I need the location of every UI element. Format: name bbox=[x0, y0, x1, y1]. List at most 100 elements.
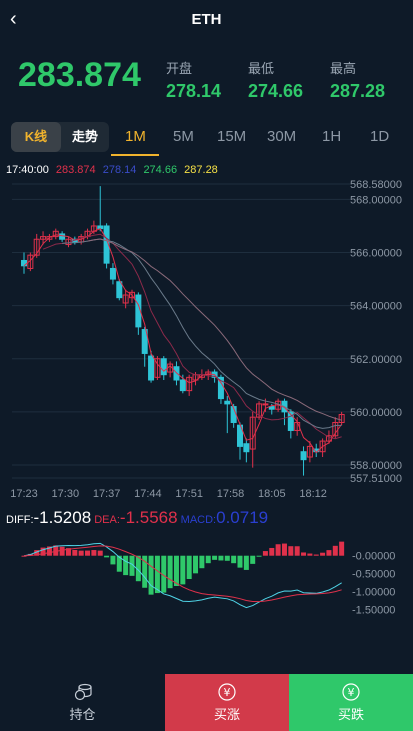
macd-bar bbox=[237, 555, 243, 568]
high-label: 最高 bbox=[330, 61, 357, 76]
macd-bar bbox=[250, 555, 256, 564]
macd-bar bbox=[135, 555, 141, 582]
macd-bar bbox=[91, 550, 97, 556]
macd-bar bbox=[110, 555, 116, 565]
candle-value-2: 278.14 bbox=[102, 164, 137, 176]
candle-body bbox=[33, 238, 40, 256]
macd-bar bbox=[154, 555, 160, 594]
macd-bar bbox=[193, 555, 199, 574]
macd-bar bbox=[205, 555, 211, 564]
macd-bar bbox=[262, 551, 268, 556]
price-tick-label: 568.00000 bbox=[350, 194, 402, 206]
hold-button[interactable]: 持仓 bbox=[0, 674, 165, 731]
diff-label: DIFF: bbox=[6, 514, 34, 526]
macd-tick-label: -1.50000 bbox=[352, 604, 395, 616]
candle-body bbox=[338, 414, 345, 423]
time-tick-label: 17:23 bbox=[10, 488, 38, 500]
candle-body bbox=[300, 451, 307, 461]
candle-value-3: 274.66 bbox=[143, 164, 178, 176]
chevron-left-icon[interactable]: ‹ bbox=[10, 8, 17, 30]
macd-bar bbox=[224, 555, 230, 561]
macd-bar bbox=[186, 555, 192, 580]
price-tick-label: 562.00000 bbox=[350, 354, 402, 366]
macd-bar bbox=[116, 555, 122, 572]
time-tick-label: 17:44 bbox=[134, 488, 162, 500]
candle-value-4: 287.28 bbox=[184, 164, 218, 176]
high-stat: 最高 287.28 bbox=[330, 58, 385, 102]
kline-chart[interactable]: 568.58000 568.00000 566.00000 564.00000 562.… bbox=[0, 0, 413, 674]
buy-up-button[interactable]: ¥ 买涨 bbox=[165, 674, 289, 731]
macd-bar bbox=[129, 555, 135, 576]
price-tick-label: 564.00000 bbox=[350, 301, 402, 313]
price-tick-label: 557.51000 bbox=[350, 473, 402, 485]
macd-bar bbox=[53, 545, 59, 556]
yen-icon: ¥ bbox=[218, 683, 236, 701]
macd-bar bbox=[231, 555, 237, 564]
candles bbox=[21, 186, 345, 476]
price-tick-label: 558.00000 bbox=[350, 460, 402, 472]
macd-bar bbox=[148, 555, 154, 595]
macd-bar bbox=[332, 545, 338, 556]
macd-histogram bbox=[21, 541, 345, 609]
macd-bar bbox=[313, 554, 319, 556]
macd-bar bbox=[288, 546, 294, 556]
macd-value: 0.0719 bbox=[216, 508, 269, 527]
price-tick-label: 566.00000 bbox=[350, 248, 402, 260]
coins-icon bbox=[74, 683, 92, 701]
buy-down-button[interactable]: ¥ 买跌 bbox=[289, 674, 413, 731]
candle-body bbox=[129, 291, 135, 299]
chart-type-toggle: K线 走势 bbox=[11, 122, 109, 152]
low-stat: 最低 274.66 bbox=[248, 58, 303, 102]
macd-bar bbox=[212, 555, 218, 560]
timeframe-1h[interactable]: 1H bbox=[322, 128, 342, 145]
low-label: 最低 bbox=[248, 61, 275, 76]
candle-body bbox=[186, 376, 193, 392]
macd-tick-label: -0.00000 bbox=[352, 551, 395, 563]
timeframe-1m[interactable]: 1M bbox=[125, 128, 146, 145]
moving-average-line bbox=[62, 238, 342, 429]
dea-line bbox=[23, 545, 342, 603]
macd-bar bbox=[59, 546, 65, 556]
macd-bar bbox=[320, 552, 326, 556]
candle-value-1: 283.874 bbox=[55, 164, 96, 176]
macd-bar bbox=[97, 550, 103, 556]
timeframe-1d[interactable]: 1D bbox=[370, 128, 390, 145]
trend-tab[interactable]: 走势 bbox=[71, 129, 98, 144]
macd-bar bbox=[46, 546, 52, 556]
candle-body bbox=[154, 358, 161, 378]
macd-bar bbox=[307, 553, 313, 556]
candle-body bbox=[262, 403, 269, 406]
dea-value: -1.5568 bbox=[119, 508, 178, 527]
yen-icon: ¥ bbox=[342, 683, 360, 701]
macd-bar bbox=[281, 543, 287, 556]
candle-time: 17:40:00 bbox=[6, 164, 49, 176]
macd-bar bbox=[180, 555, 186, 585]
kline-tab[interactable]: K线 bbox=[11, 122, 61, 152]
timeframe-15m[interactable]: 15M bbox=[217, 128, 247, 145]
page-title: ETH bbox=[191, 11, 222, 28]
candle-body bbox=[319, 440, 326, 453]
price-grid bbox=[12, 183, 350, 479]
candle-body bbox=[179, 379, 186, 392]
candle-body bbox=[40, 236, 47, 240]
diff-value: -1.5208 bbox=[33, 508, 92, 527]
svg-text:¥: ¥ bbox=[348, 686, 355, 699]
timeframe-30m[interactable]: 30M bbox=[267, 128, 297, 145]
macd-bar bbox=[40, 547, 46, 556]
candle-body bbox=[116, 281, 123, 299]
macd-bar bbox=[123, 555, 129, 576]
price-tick-label: 560.00000 bbox=[350, 407, 402, 419]
macd-bar bbox=[199, 555, 205, 569]
moving-average-line bbox=[42, 233, 342, 440]
candle-body bbox=[268, 406, 275, 410]
macd-bar bbox=[256, 555, 262, 557]
macd-bar bbox=[142, 555, 148, 588]
high-value: 287.28 bbox=[330, 81, 386, 101]
moving-average-line bbox=[87, 238, 342, 421]
candle-body bbox=[243, 443, 250, 453]
timeframe-5m[interactable]: 5M bbox=[173, 128, 194, 145]
open-label: 开盘 bbox=[166, 61, 193, 76]
hold-label: 持仓 bbox=[69, 707, 96, 722]
macd-bar bbox=[21, 555, 27, 557]
header-bar: ‹ ETH bbox=[0, 0, 413, 40]
